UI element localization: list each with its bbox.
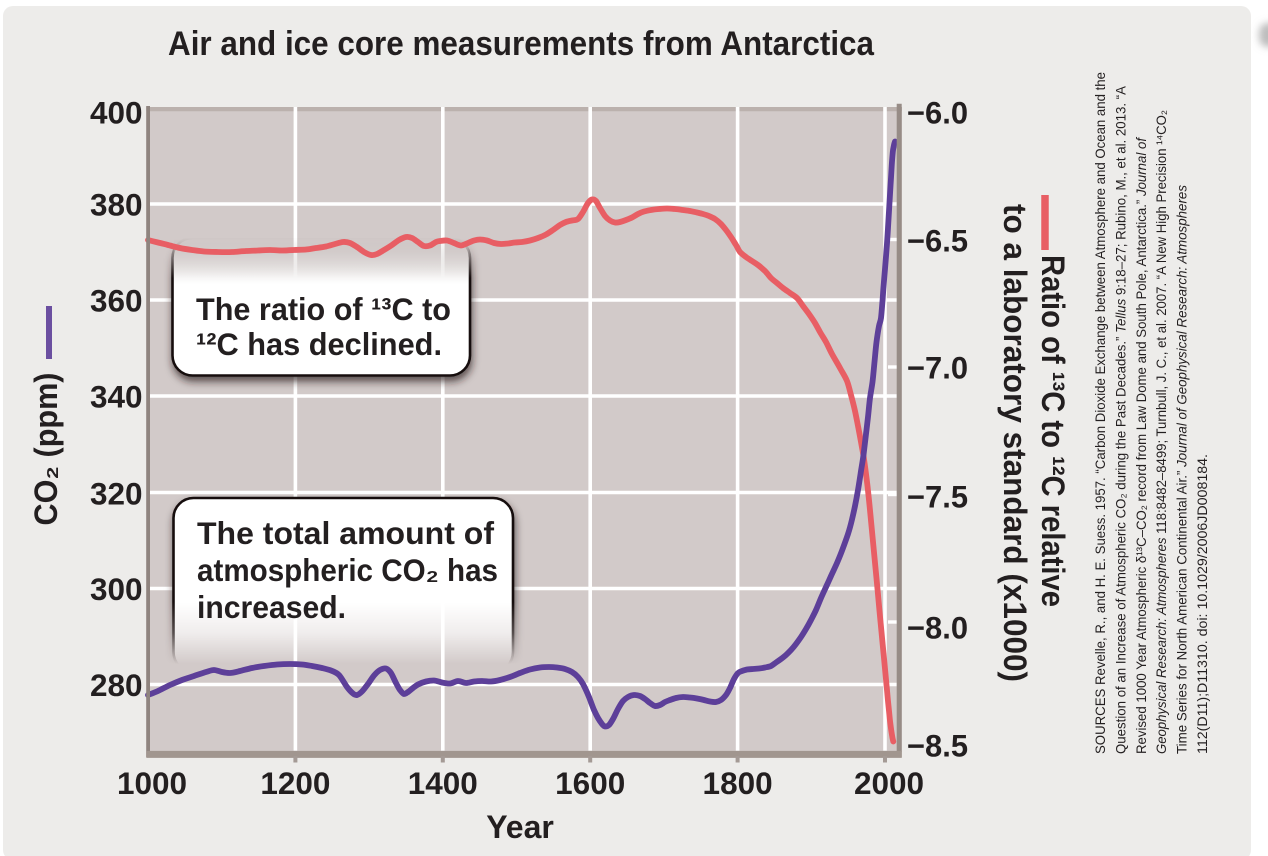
svg-text:−8.5: −8.5: [907, 728, 968, 764]
svg-text:Year: Year: [486, 809, 554, 845]
svg-text:400: 400: [90, 95, 143, 131]
svg-text:280: 280: [90, 667, 143, 703]
svg-text:Revised 1000 Year Atmospheric: Revised 1000 Year Atmospheric δ¹³C–CO₂ r…: [1134, 136, 1149, 754]
svg-text:112(D11);D11310. doi: 10.1029/: 112(D11);D11310. doi: 10.1029/2006JD0081…: [1195, 454, 1210, 754]
svg-text:1200: 1200: [260, 765, 330, 801]
svg-text:Geophysical Research: Atmosphe: Geophysical Research: Atmospheres 118:84…: [1154, 110, 1169, 754]
svg-text:Air and ice core measurements: Air and ice core measurements from Antar…: [168, 25, 875, 63]
svg-text:−8.0: −8.0: [907, 610, 968, 646]
svg-text:¹²C has declined.: ¹²C has declined.: [196, 326, 442, 362]
svg-text:−7.5: −7.5: [907, 479, 968, 515]
svg-text:2000: 2000: [854, 765, 924, 801]
svg-text:1600: 1600: [555, 765, 625, 801]
svg-text:increased.: increased.: [197, 589, 346, 625]
svg-text:atmospheric CO₂ has: atmospheric CO₂ has: [197, 552, 498, 588]
svg-text:380: 380: [90, 187, 143, 223]
svg-text:CO₂ (ppm): CO₂ (ppm): [28, 373, 64, 526]
svg-text:1000: 1000: [117, 765, 187, 801]
svg-text:−6.0: −6.0: [907, 95, 968, 131]
svg-text:Time Series for North American: Time Series for North American Continent…: [1175, 185, 1190, 754]
svg-text:The total amount of: The total amount of: [197, 515, 495, 551]
svg-text:340: 340: [90, 379, 143, 415]
svg-text:−7.0: −7.0: [907, 350, 968, 386]
svg-text:300: 300: [90, 571, 143, 607]
svg-text:320: 320: [90, 476, 143, 512]
svg-text:SOURCES Revelle, R., and H. E.: SOURCES Revelle, R., and H. E. Suess. 19…: [1093, 72, 1108, 754]
svg-text:to a laboratory standard (x100: to a laboratory standard (x1000): [997, 204, 1033, 682]
svg-text:Ratio of ¹³C to ¹²C relative: Ratio of ¹³C to ¹²C relative: [1035, 255, 1071, 607]
svg-text:−6.5: −6.5: [907, 223, 968, 259]
svg-text:1400: 1400: [408, 765, 478, 801]
svg-text:Question of an Increase of Atm: Question of an Increase of Atmospheric C…: [1113, 85, 1128, 754]
svg-text:360: 360: [90, 283, 143, 319]
svg-text:The ratio of ¹³C to: The ratio of ¹³C to: [196, 291, 451, 327]
svg-text:1800: 1800: [703, 765, 773, 801]
